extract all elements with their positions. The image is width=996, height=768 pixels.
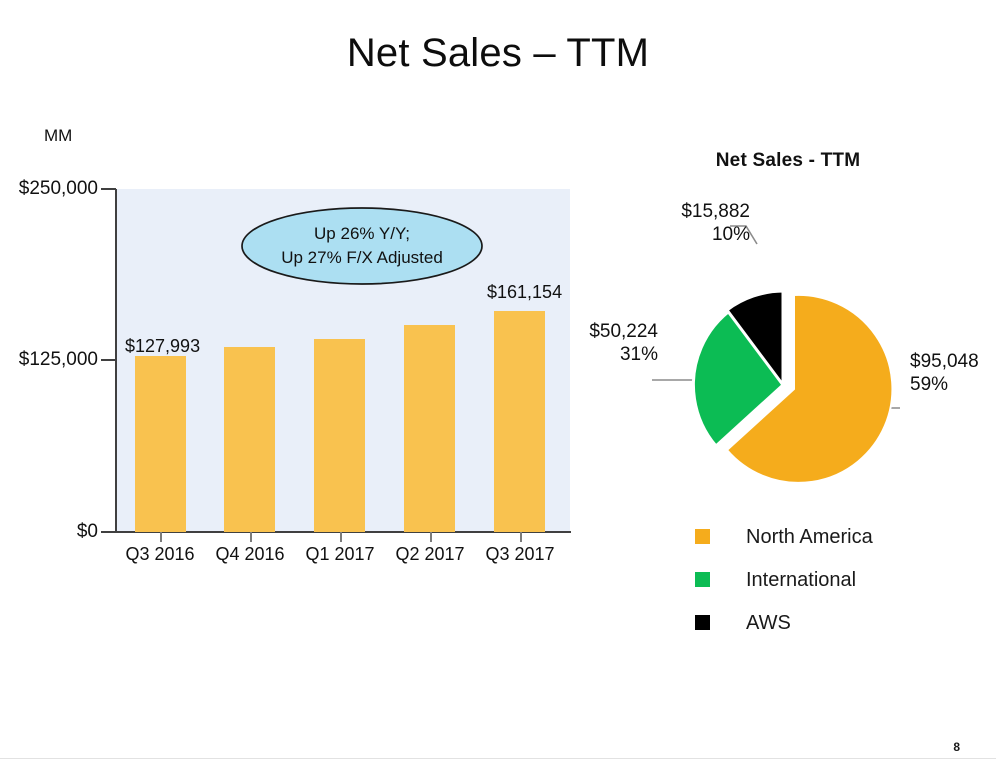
pie-label-aws-percent: 10% [711,224,750,245]
bar-q3-2017 [494,311,545,532]
page-title: Net Sales – TTM [346,31,650,75]
bar-series [117,189,570,532]
callout-bubble: Up 26% Y/Y; Up 27% F/X Adjusted [240,206,484,286]
pie-slice-aws [724,289,785,390]
legend-item-north-america: North America [695,515,935,558]
bar-q2-2017 [404,325,455,532]
y-axis-labels: $250,000 $125,000 $0 [0,120,98,580]
pie-label-aws: $15,882 10% [660,200,750,246]
x-axis-label-q3-2017: Q3 2017 [485,544,555,564]
y-tick-125000 [101,359,116,361]
x-tick-q1-2017 [340,532,342,542]
y-tick-0 [101,531,116,533]
pie-label-north-america: $95,048 59% [910,350,996,396]
x-axis-label-q2-2017: Q2 2017 [395,544,465,564]
y-axis-line [115,189,117,533]
pie-slice-north-america [725,293,894,484]
y-axis-label-0: $0 [76,521,98,542]
y-axis-units-label: MM [44,126,73,145]
bar-q3-2016 [135,356,186,532]
x-axis-label-q3-2016: Q3 2016 [125,544,195,564]
pie-label-international-percent: 31% [619,344,658,365]
legend-swatch-icon-north-america [695,529,710,544]
page-number: 8 [953,740,960,754]
y-tick-250000 [101,188,116,190]
legend-label-north-america: North America [746,525,873,548]
y-axis-label-125000: $125,000 [18,349,98,370]
legend-swatch-icon-aws [695,615,710,630]
bar-chart: MM $250,000 $125,000 $0 $127,993 $161,15… [0,120,600,580]
x-tick-q4-2016 [250,532,252,542]
x-tick-q3-2017 [520,532,522,542]
bar-q4-2016 [224,347,275,532]
bar-q1-2017 [314,339,365,532]
pie-label-north-america-value: $95,048 [910,351,979,372]
pie-label-international-value: $50,224 [589,321,658,342]
callout-ellipse-shape [241,207,483,285]
pie-label-north-america-percent: 59% [910,374,949,395]
callout-line-1: Up 26% Y/Y; [314,224,410,243]
bar-value-q3-2017: $161,154 [487,282,563,302]
pie-chart-title: Net Sales - TTM [715,150,861,171]
pie-label-aws-value: $15,882 [681,201,750,222]
x-axis-label-q4-2016: Q4 2016 [215,544,285,564]
legend-item-aws: AWS [695,601,935,644]
pie-label-international: $50,224 31% [578,320,658,366]
callout-text: Up 26% Y/Y; Up 27% F/X Adjusted [240,206,484,286]
x-axis-line [101,531,571,533]
legend-label-international: International [746,568,857,591]
callout-line-2: Up 27% F/X Adjusted [281,248,443,267]
y-axis-label-250000: $250,000 [18,178,98,199]
bar-value-q3-2016: $127,993 [125,336,201,356]
pie-chart-legend: North America International AWS [695,515,935,644]
x-tick-q2-2017 [430,532,432,542]
legend-label-aws: AWS [746,611,791,634]
pie-chart: Net Sales - TTM $15,882 10% $50,224 31% … [580,140,996,640]
leader-line-aws [730,225,758,245]
legend-item-international: International [695,558,935,601]
x-tick-q3-2016 [160,532,162,542]
pie-chart-graphic [652,225,900,484]
legend-swatch-icon-international [695,572,710,587]
footer-divider [0,758,996,759]
x-axis-label-q1-2017: Q1 2017 [305,544,375,564]
